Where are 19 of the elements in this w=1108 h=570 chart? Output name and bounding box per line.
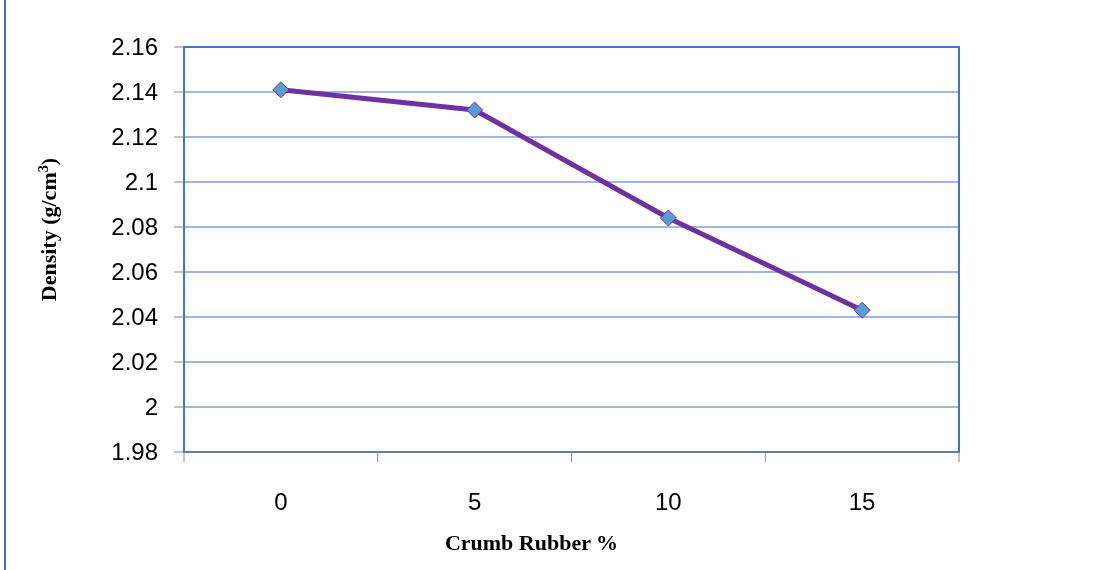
y-tick-label: 1.98 [111,438,158,466]
y-tick-label: 2.08 [111,213,158,241]
y-tick-label: 2.16 [111,33,158,61]
point [466,101,484,119]
x-axis-title: Crumb Rubber % [444,530,619,555]
x-tick-label: 10 [655,488,682,515]
y-tick-label: 2.12 [111,123,158,151]
y-tick-label: 2.06 [111,258,158,286]
y-tick-label: 2 [144,393,158,421]
y-tick-label: 2.1 [124,168,158,196]
point [853,301,871,319]
x-tick-label: 0 [274,488,288,515]
x-tick-label: 15 [848,488,876,515]
point [659,209,677,227]
y-tick-label: 2.04 [111,303,158,331]
y-tick-label: 2.14 [111,78,158,106]
y-tick-label: 2.02 [111,348,158,376]
x-tick-label: 5 [467,488,482,515]
point [272,81,290,99]
